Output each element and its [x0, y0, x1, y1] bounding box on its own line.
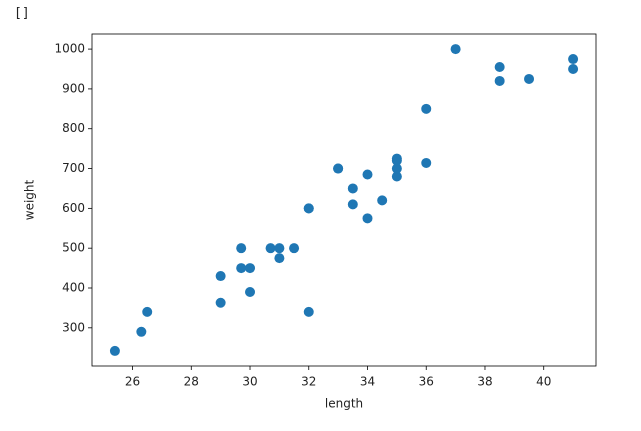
point: [362, 213, 373, 224]
point: [289, 243, 300, 254]
point: [303, 306, 314, 317]
y-tick-label: 400: [62, 280, 85, 294]
axes-frame: [91, 33, 597, 367]
point: [215, 297, 226, 308]
point: [265, 243, 276, 254]
point: [215, 271, 226, 282]
point: [274, 253, 285, 264]
y-tick-label: 600: [62, 201, 85, 215]
x-tick-label: 26: [125, 375, 140, 389]
x-tick-label: 34: [360, 375, 375, 389]
y-tick-label: 1000: [54, 42, 85, 56]
point: [236, 263, 247, 274]
y-tick-label: 900: [62, 81, 85, 95]
y-tick-label: 500: [62, 241, 85, 255]
point: [274, 243, 285, 254]
point: [568, 54, 579, 65]
y-tick-label: 700: [62, 161, 85, 175]
point: [524, 73, 535, 84]
y-tick-label: 800: [62, 121, 85, 135]
point: [109, 345, 120, 356]
point: [245, 286, 256, 297]
point: [333, 163, 344, 174]
cell-output: []: [14, 6, 30, 21]
point: [347, 183, 358, 194]
x-axis-label: length: [325, 397, 363, 411]
point: [494, 75, 505, 86]
y-tick-label: 300: [62, 320, 85, 334]
point: [236, 243, 247, 254]
point: [362, 169, 373, 180]
point: [494, 62, 505, 73]
point: [391, 163, 402, 174]
point: [450, 44, 461, 55]
point: [568, 63, 579, 74]
x-tick-label: 28: [184, 375, 199, 389]
point: [142, 306, 153, 317]
point: [377, 195, 388, 206]
x-tick-label: 36: [419, 375, 434, 389]
point: [391, 171, 402, 182]
x-tick-label: 30: [242, 375, 257, 389]
point: [421, 157, 432, 168]
point: [136, 326, 147, 337]
point: [245, 263, 256, 274]
x-tick-label: 40: [536, 375, 551, 389]
x-tick-label: 38: [477, 375, 492, 389]
x-tick-label: 32: [301, 375, 316, 389]
point: [303, 203, 314, 214]
point: [421, 103, 432, 114]
y-axis-label: weight: [23, 179, 37, 220]
point: [347, 199, 358, 210]
point: [391, 155, 402, 166]
